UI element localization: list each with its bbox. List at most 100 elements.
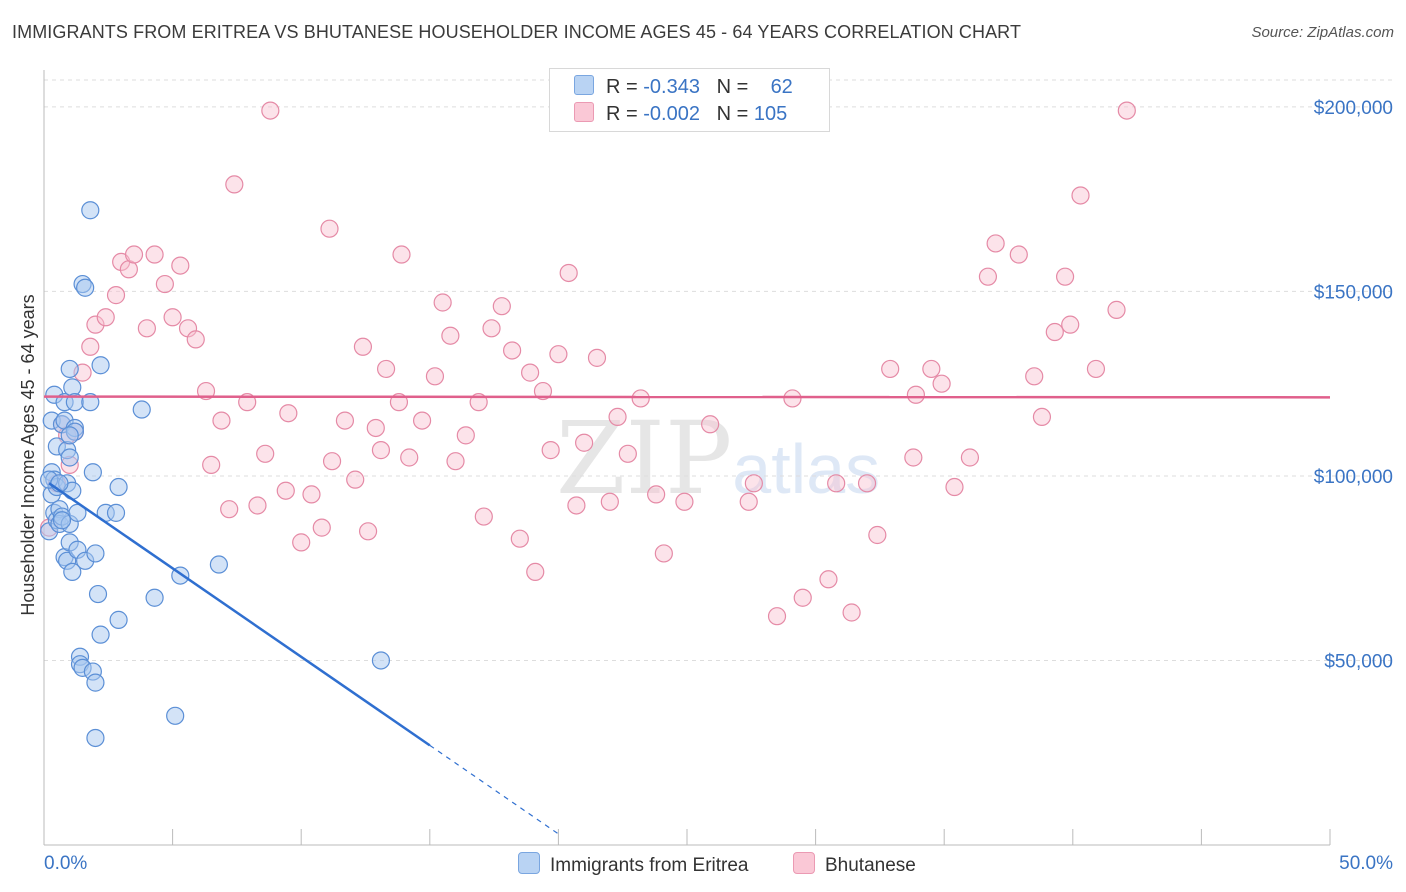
point-bhutanese [549, 345, 568, 364]
point-bhutanese [526, 562, 545, 582]
point-eritrea [106, 503, 126, 522]
legend-r-value: -0.002 [643, 103, 700, 125]
x-tick-label-max: 50.0% [1339, 853, 1393, 874]
point-bhutanese [106, 286, 126, 305]
point-bhutanese [675, 492, 694, 511]
point-eritrea [81, 393, 100, 412]
point-bhutanese [163, 308, 182, 327]
point-bhutanese [196, 381, 216, 401]
point-bhutanese [567, 496, 586, 515]
legend-swatch-bhutanese [574, 102, 594, 122]
point-eritrea [68, 503, 87, 522]
point-bhutanese [155, 274, 174, 294]
point-bhutanese [1009, 245, 1028, 264]
point-eritrea [52, 511, 72, 530]
point-bhutanese [767, 607, 787, 626]
point-bhutanese [96, 308, 115, 327]
trend-lines [43, 395, 1331, 835]
point-bhutanese [1045, 322, 1064, 342]
bottom-legend-swatch-eritrea [518, 852, 540, 874]
point-bhutanese [906, 385, 926, 404]
point-bhutanese [335, 411, 355, 430]
point-bhutanese [358, 522, 378, 541]
legend-row-bhutanese: R = -0.002 N = 105 [574, 102, 787, 128]
point-bhutanese [302, 485, 321, 504]
y-tick-label: $100,000 [1314, 467, 1393, 488]
point-bhutanese [1055, 267, 1075, 286]
point-bhutanese [559, 263, 578, 283]
chart-title: IMMIGRANTS FROM ERITREA VS BHUTANESE HOU… [12, 22, 1022, 42]
point-bhutanese [446, 452, 465, 471]
point-bhutanese [145, 245, 164, 264]
point-eritrea [81, 201, 100, 220]
point-bhutanese [312, 518, 331, 537]
point-bhutanese [456, 426, 475, 445]
point-bhutanese [186, 330, 205, 349]
legend-n-label: N = [716, 76, 749, 98]
point-bhutanese [425, 367, 445, 386]
point-bhutanese [1071, 186, 1090, 205]
point-eritrea [109, 477, 128, 497]
bottom-legend-bhutanese: Bhutanese [793, 852, 916, 877]
point-bhutanese [618, 444, 637, 463]
point-bhutanese [945, 477, 964, 497]
y-tick-label: $200,000 [1314, 98, 1393, 119]
point-eritrea [91, 625, 110, 644]
point-bhutanese [371, 441, 391, 460]
point-bhutanese [376, 359, 396, 379]
trend-line-eritrea-extension [429, 744, 559, 835]
axes [43, 70, 1331, 846]
point-bhutanese [322, 452, 342, 471]
point-bhutanese [739, 492, 758, 511]
point-bhutanese [220, 500, 239, 519]
trend-line-bhutanese [43, 395, 1331, 399]
trend-line-eritrea [48, 482, 431, 747]
point-bhutanese [904, 448, 923, 467]
point-eritrea [209, 555, 228, 574]
point-bhutanese [827, 474, 846, 493]
point-bhutanese [1086, 359, 1106, 379]
legend-row-eritrea: R = -0.343 N = 62 [574, 75, 793, 101]
y-tick-label: $150,000 [1314, 282, 1393, 303]
point-bhutanese [608, 407, 627, 427]
point-bhutanese [482, 319, 501, 338]
legend-swatch-eritrea [574, 75, 594, 95]
point-bhutanese [1025, 367, 1044, 386]
point-bhutanese [881, 359, 900, 379]
point-eritrea [109, 610, 128, 629]
point-eritrea [60, 359, 79, 379]
point-bhutanese [793, 588, 812, 607]
point-bhutanese [441, 326, 460, 345]
point-bhutanese [819, 570, 838, 589]
point-bhutanese [412, 411, 432, 430]
point-bhutanese [276, 481, 295, 500]
point-bhutanese [922, 359, 941, 379]
point-bhutanese [171, 256, 190, 275]
source-credit: Source: ZipAtlas.com [1251, 24, 1394, 41]
point-bhutanese [868, 525, 887, 545]
point-bhutanese [654, 544, 673, 563]
point-bhutanese [81, 337, 100, 356]
point-bhutanese [202, 455, 221, 474]
point-bhutanese [292, 533, 311, 552]
bottom-legend-eritrea: Immigrants from Eritrea [518, 852, 748, 877]
bottom-legend-swatch-bhutanese [793, 852, 815, 874]
point-bhutanese [1061, 315, 1080, 334]
point-bhutanese [575, 433, 594, 452]
point-bhutanese [248, 496, 267, 515]
bottom-legend-label-bhutanese: Bhutanese [825, 855, 916, 876]
point-bhutanese [521, 363, 540, 382]
point-bhutanese [1117, 101, 1136, 120]
y-axis-label: Householder Income Ages 45 - 64 years [18, 294, 38, 615]
legend-r-label: R = [606, 103, 638, 125]
legend-r-label: R = [606, 76, 638, 98]
point-bhutanese [492, 297, 511, 316]
point-bhutanese [1032, 407, 1052, 427]
point-bhutanese [1107, 300, 1126, 319]
point-bhutanese [474, 507, 493, 526]
point-eritrea [132, 400, 151, 419]
point-bhutanese [346, 470, 365, 489]
point-bhutanese [261, 101, 280, 120]
point-bhutanese [600, 492, 619, 511]
